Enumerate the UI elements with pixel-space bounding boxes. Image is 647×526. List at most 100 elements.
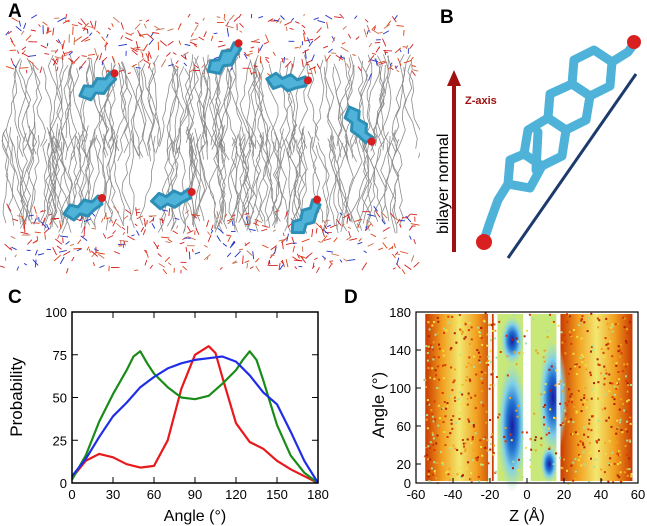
heatmap-cell xyxy=(472,424,475,426)
heatmap-cell xyxy=(451,427,454,430)
heatmap-cell xyxy=(618,476,621,479)
lipid-headgroup xyxy=(203,31,207,38)
heatmap-cell xyxy=(437,424,440,427)
lipid-headgroup xyxy=(202,17,205,21)
lipid-headgroup xyxy=(119,239,129,242)
lipid-tail xyxy=(225,53,237,147)
lipid-headgroup xyxy=(326,224,332,228)
heatmap-cell xyxy=(553,416,555,419)
heatmap-cell xyxy=(447,321,450,324)
heatmap-cell xyxy=(572,352,575,355)
heatmap-cell xyxy=(624,445,627,447)
heatmap-cell xyxy=(444,415,447,418)
lipid-headgroup xyxy=(331,253,340,257)
lipid-tail xyxy=(218,59,237,147)
lipid-headgroup xyxy=(306,37,311,44)
heatmap-cell xyxy=(604,407,607,410)
lipid-headgroup xyxy=(282,232,285,237)
lipid-tail xyxy=(214,138,227,233)
heatmap-cell xyxy=(492,384,495,387)
heatmap-cell xyxy=(517,469,520,472)
heatmap-cell xyxy=(580,464,583,467)
lipid-tail xyxy=(202,64,210,160)
heatmap-cell xyxy=(609,326,612,329)
lipid-headgroup xyxy=(324,55,327,62)
heatmap-cell xyxy=(626,328,628,331)
heatmap-cell xyxy=(459,353,462,356)
heatmap-cell xyxy=(619,418,622,421)
lipid-headgroup xyxy=(111,219,113,224)
lipid-headgroup xyxy=(136,230,140,236)
heatmap-cell xyxy=(470,326,473,329)
lipid-headgroup xyxy=(225,21,230,27)
lipid-headgroup xyxy=(107,235,114,239)
heatmap-cell xyxy=(465,365,468,368)
heatmap-cell xyxy=(615,441,618,444)
lipid-headgroup xyxy=(294,266,298,270)
lipid-headgroup xyxy=(34,231,41,234)
heatmap-cell xyxy=(552,320,555,323)
lipid-tail xyxy=(47,54,63,152)
heatmap-cell xyxy=(477,351,480,354)
lipid-headgroup xyxy=(383,24,391,29)
lipid-headgroup xyxy=(347,215,351,222)
lipid-headgroup xyxy=(44,53,50,55)
lipid-headgroup xyxy=(347,259,356,262)
heatmap-cell xyxy=(480,463,483,466)
lipid-headgroup xyxy=(81,27,88,30)
heatmap-cell xyxy=(492,453,495,456)
lipid-headgroup xyxy=(340,54,343,58)
lipid-tail xyxy=(289,141,304,233)
heatmap-cell xyxy=(450,347,453,349)
heatmap-cell xyxy=(470,442,473,445)
panel-c-series xyxy=(71,345,319,484)
lipid-headgroup xyxy=(5,31,10,36)
lipid-tail xyxy=(184,68,195,164)
panel-d-x-tick-label: 60 xyxy=(631,487,645,502)
heatmap-cell xyxy=(470,477,473,480)
panel-a-membrane-snapshot xyxy=(0,14,420,274)
lipid-headgroup xyxy=(135,41,139,50)
heatmap-cell xyxy=(608,464,611,466)
heatmap-cell xyxy=(549,313,551,316)
heatmap-cell xyxy=(478,480,481,483)
heatmap-cell xyxy=(467,461,470,464)
lipid-headgroup xyxy=(389,62,393,66)
lipid-headgroup xyxy=(130,32,135,35)
panel-d-x-tick-label: 0 xyxy=(523,487,530,502)
lipid-headgroup xyxy=(303,14,305,17)
heatmap-cell xyxy=(431,324,434,327)
heatmap-cell xyxy=(608,328,611,330)
lipid-tail xyxy=(256,140,267,227)
heatmap-cell xyxy=(459,328,462,331)
heatmap-cell xyxy=(582,358,585,361)
lipid-headgroup xyxy=(23,223,26,233)
lipid-tail xyxy=(250,60,264,149)
lipid-headgroup xyxy=(131,234,135,237)
lipid-headgroup xyxy=(315,222,322,229)
lipid-headgroup xyxy=(172,52,177,55)
lipid-headgroup xyxy=(55,39,60,44)
panel-d-x-tick-label: -20 xyxy=(481,487,500,502)
panel-c-x-tick-label: 120 xyxy=(225,487,247,502)
lipid-headgroup xyxy=(228,14,235,21)
lipid-headgroup xyxy=(206,256,209,261)
lipid-headgroup xyxy=(246,250,253,256)
lipid-headgroup xyxy=(65,14,68,20)
lipid-headgroup xyxy=(157,253,162,257)
heatmap-cell xyxy=(560,331,563,334)
lipid-tail xyxy=(284,125,296,220)
heatmap-cell xyxy=(574,477,577,480)
cholesterol-molecule xyxy=(343,105,376,146)
lipid-headgroup xyxy=(270,245,277,251)
heatmap-cell xyxy=(540,393,543,396)
lipid-headgroup xyxy=(358,238,362,242)
heatmap-cell xyxy=(453,315,455,318)
lipid-headgroup xyxy=(368,220,374,227)
heatmap-cell xyxy=(504,427,507,429)
lipid-headgroup xyxy=(17,215,24,218)
lipid-headgroup xyxy=(65,268,69,274)
lipid-headgroup xyxy=(413,238,416,245)
heatmap-cell xyxy=(479,356,482,358)
lipid-headgroup xyxy=(244,242,248,246)
